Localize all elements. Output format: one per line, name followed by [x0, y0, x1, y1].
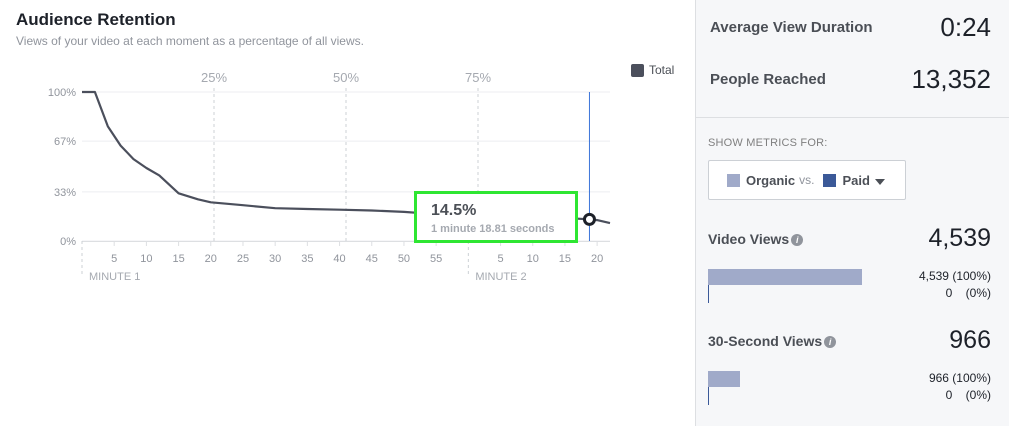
chart-legend[interactable]: Total [631, 63, 674, 77]
thirty-second-views-organic-text: 966 (100%) [928, 371, 991, 385]
tooltip-value: 14.5% [431, 202, 477, 219]
x-tick-label: 20 [591, 253, 603, 265]
avg-view-duration-value: 0:24 [940, 12, 991, 42]
paid-swatch [823, 173, 837, 187]
x-tick-label: 55 [430, 253, 442, 265]
avg-view-duration-label: Average View Duration [710, 19, 873, 36]
x-tick-label: 35 [301, 253, 313, 265]
x-tick-label: 10 [140, 253, 152, 265]
y-tick-label: 100% [48, 87, 76, 99]
page-title: Audience Retention [16, 10, 176, 29]
divider [696, 117, 1009, 118]
x-tick-label: 25 [237, 253, 249, 265]
video-views-label: Video Views i [708, 230, 804, 247]
progress-marker-label: 25% [201, 70, 227, 85]
thirty-second-views-value: 966 [949, 326, 991, 354]
minute-label: MINUTE 2 [475, 271, 526, 283]
tooltip-time: 1 minute 18.81 seconds [431, 223, 555, 235]
video-views-label-text: Video Views [708, 230, 790, 247]
progress-marker-label: 75% [465, 70, 491, 85]
legend-swatch [631, 63, 644, 77]
x-tick-label: 50 [398, 253, 410, 265]
x-tick-label: 15 [559, 253, 571, 265]
video-views-paid-bar [708, 285, 709, 303]
x-tick-label: 15 [172, 253, 184, 265]
y-tick-label: 67% [54, 136, 76, 148]
thirty-second-views-organic-bar [708, 371, 741, 387]
stats-sidebar: Average View Duration 0:24 People Reache… [695, 0, 1009, 426]
x-tick-label: 45 [366, 253, 378, 265]
x-tick-label: 5 [497, 253, 503, 265]
thirty-second-views-paid-text: 0 (0%) [945, 388, 991, 402]
x-tick-label: 5 [111, 253, 117, 265]
thirty-second-views-label: 30-Second Views i [708, 332, 837, 349]
x-tick-label: 40 [333, 253, 345, 265]
hover-point [582, 212, 596, 226]
paid-label: Paid [842, 172, 870, 188]
video-views-value: 4,539 [928, 224, 991, 252]
people-reached-label: People Reached [710, 71, 826, 88]
thirty-second-views-row: 30-Second Views i 966 [708, 326, 991, 355]
show-metrics-label: SHOW METRICS FOR: [708, 137, 828, 149]
organic-label: Organic [746, 172, 796, 188]
y-tick-label: 0% [60, 236, 76, 248]
people-reached-value: 13,352 [911, 64, 991, 94]
video-views-organic-bar [708, 269, 862, 285]
thirty-second-views-label-text: 30-Second Views [708, 332, 823, 349]
info-icon[interactable]: i [791, 233, 804, 246]
video-views-organic-text: 4,539 (100%) [918, 269, 991, 283]
minute-label: MINUTE 1 [89, 271, 140, 283]
people-reached: People Reached 13,352 [710, 64, 991, 95]
x-tick-label: 30 [269, 253, 281, 265]
legend-label: Total [649, 63, 675, 77]
page-subtitle: Views of your video at each moment as a … [16, 34, 364, 48]
video-views-row: Video Views i 4,539 [708, 224, 991, 253]
progress-marker-label: 50% [333, 70, 359, 85]
organic-swatch [727, 173, 740, 187]
y-tick-label: 33% [54, 187, 76, 199]
chart-tooltip: 14.5% 1 minute 18.81 seconds [414, 191, 578, 243]
retention-chart[interactable]: 100% 67% 33% 0% 25% 50% 75% 5 10 15 20 25 30 35 40 45 50… [0, 0, 695, 300]
thirty-second-views-paid-bar [708, 387, 709, 405]
avg-view-duration: Average View Duration 0:24 [710, 12, 991, 43]
chevron-down-icon [874, 178, 885, 185]
retention-panel: Audience Retention Views of your video a… [0, 0, 695, 300]
x-tick-label: 10 [527, 253, 539, 265]
x-tick-label: 20 [205, 253, 217, 265]
vs-label: vs. [799, 173, 815, 187]
info-icon[interactable]: i [824, 335, 837, 348]
video-views-paid-text: 0 (0%) [945, 286, 991, 300]
metric-selector-button[interactable]: Organic vs. Paid [708, 160, 906, 200]
